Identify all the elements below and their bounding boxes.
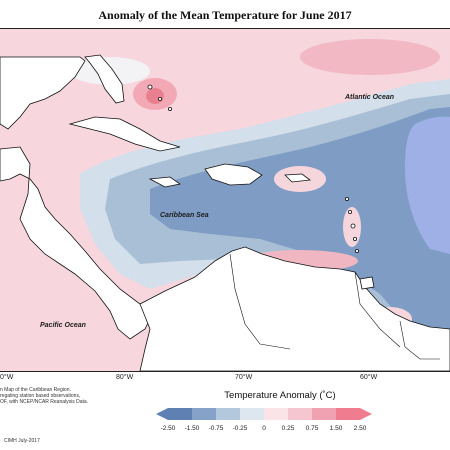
legend-tick-label: 0	[262, 425, 266, 432]
cool-region-dark	[150, 107, 450, 329]
label-caribbean-sea: Caribbean Sea	[160, 212, 209, 219]
credit-text: CIMH July-2017	[4, 438, 40, 444]
legend-swatch	[288, 408, 312, 420]
legend-tick-label: -2.50	[161, 425, 176, 432]
legend-swatch	[192, 408, 216, 420]
map-canvas: Atlantic Ocean Caribbean Sea Pacific Oce…	[0, 29, 450, 371]
lon-label-70w: 70°W	[235, 374, 253, 381]
lon-label-80w: 80°W	[116, 374, 134, 381]
land-florida	[84, 54, 125, 104]
land-lesser-antilles-1	[344, 196, 349, 201]
legend-tick-label: 2.50	[354, 425, 367, 432]
legend-tick-label: -0.25	[233, 425, 248, 432]
land-lesser-antilles-5	[354, 248, 359, 253]
note-line-3: OF, with NCEP/NCAR Reanalysis Data.	[0, 399, 89, 406]
map-title: Anomaly of the Mean Temperature for June…	[98, 8, 352, 22]
legend-swatch	[264, 408, 288, 420]
land-masses	[0, 54, 450, 371]
border-venezuela-guyana	[354, 271, 401, 348]
legend-swatch	[336, 408, 360, 420]
land-bahamas-3	[167, 107, 172, 112]
legend-swatch	[240, 408, 264, 420]
warm-patch-atlantic-north	[300, 39, 440, 75]
country-borders	[229, 253, 440, 360]
land-lesser-antilles-4	[352, 236, 357, 241]
land-puerto-rico	[284, 173, 312, 183]
land-central-america	[0, 146, 151, 340]
label-pacific-ocean: Pacific Ocean	[40, 322, 86, 329]
lon-label-60w: 60°W	[360, 374, 378, 381]
land-bahamas-1	[147, 84, 153, 90]
land-lesser-antilles-2	[347, 209, 352, 214]
land-cuba	[68, 116, 181, 152]
cool-region-deepest	[405, 116, 450, 254]
legend-tick-labels: -2.50 -1.50 -0.75 -0.25 0 0.25 0.75 1.50 2.50	[161, 425, 367, 432]
legend-tick-label: 0.25	[282, 425, 295, 432]
border-colombia-venezuela	[229, 253, 291, 350]
map-notes: n Map of the Caribbean Region. regating …	[0, 387, 120, 406]
legend-swatch	[312, 408, 336, 420]
legend-swatch	[216, 408, 240, 420]
lon-label-90w: 0°W	[0, 374, 14, 381]
warm-patch-bahamas-core	[146, 88, 164, 104]
legend-title: Temperature Anomaly (˚C)	[224, 390, 336, 401]
legend-colorbar: -2.50 -1.50 -0.75 -0.25 0 0.25 0.75 1.50 2.50	[156, 408, 372, 432]
legend-tick-label: 0.75	[306, 425, 319, 432]
legend-swatches	[156, 408, 372, 420]
legend-arrow-high	[360, 408, 372, 420]
legend-tick-label: -1.50	[185, 425, 200, 432]
legend-tick-label: 1.50	[330, 425, 343, 432]
legend-arrow-low	[156, 408, 168, 420]
note-line-1: n Map of the Caribbean Region.	[0, 387, 71, 393]
note-line-2: regating station based observations,	[0, 393, 81, 400]
land-jamaica	[148, 176, 181, 188]
land-mexico-north	[0, 56, 86, 130]
land-lesser-antilles-3	[350, 223, 356, 229]
anomaly-map: Atlantic Ocean Caribbean Sea Pacific Oce…	[0, 28, 450, 372]
label-atlantic-ocean: Atlantic Ocean	[344, 94, 394, 101]
border-guyana-suriname	[399, 320, 440, 360]
legend-swatch	[168, 408, 192, 420]
land-hispaniola	[204, 163, 263, 186]
land-bahamas-2	[157, 97, 162, 102]
legend-tick-label: -0.75	[209, 425, 224, 432]
land-trinidad	[359, 276, 375, 290]
